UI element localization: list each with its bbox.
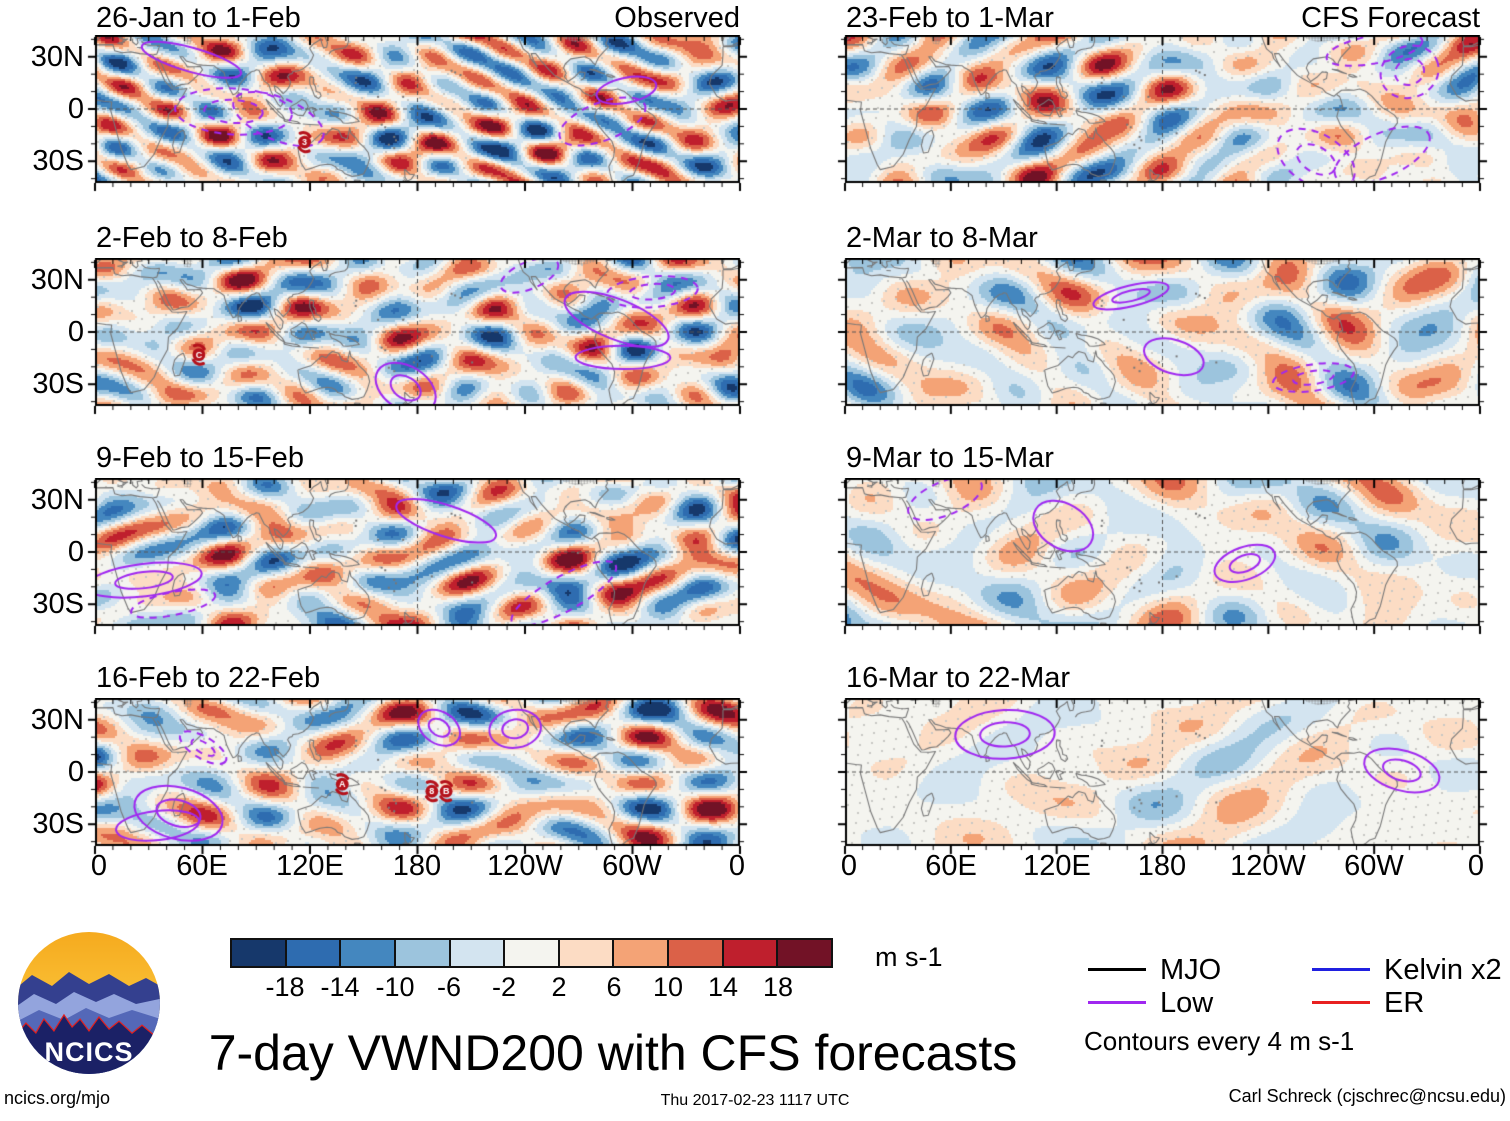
map-canvas-fcst-1 (835, 35, 1490, 197)
map-canvas-fcst-4 (835, 698, 1490, 860)
x-tick-label: 0 (728, 850, 746, 882)
colorbar-segment (557, 940, 613, 966)
legend-label-low: Low (1160, 987, 1214, 1019)
x-tick-label: 60E (176, 850, 228, 882)
colorbar-segment (339, 940, 394, 966)
colorbar-tick: -2 (491, 972, 517, 1002)
panel-title-fcst-3: 9-Mar to 15-Mar (846, 442, 1054, 474)
legend-line-mjo (1088, 968, 1146, 971)
y-tick-label: 30N (30, 704, 84, 736)
y-tick-label: 30N (30, 484, 84, 516)
x-tick-label: 0 (840, 850, 858, 882)
colorbar-segment (503, 940, 558, 966)
panel-title-obs-4: 16-Feb to 22-Feb (96, 662, 321, 694)
x-tick-label: 120E (276, 850, 344, 882)
colorbar-segment (393, 940, 449, 966)
panel-title-fcst-2: 2-Mar to 8-Mar (846, 222, 1038, 254)
map-canvas-obs-2 (85, 258, 750, 420)
legend-line-low (1088, 1001, 1146, 1004)
colorbar-tick: 10 (652, 972, 684, 1002)
y-tick-label: 30S (32, 145, 84, 177)
colorbar-tick: 14 (707, 972, 739, 1002)
colorbar-segment (232, 940, 285, 966)
y-tick-label: 30S (32, 808, 84, 840)
colorbar-units: m s-1 (875, 942, 943, 972)
panel-title-obs-1: 26-Jan to 1-Feb (96, 2, 301, 34)
colorbar-tick: 6 (606, 972, 622, 1002)
legend-label-kelvin: Kelvin x2 (1384, 954, 1502, 986)
logo-ridge-front (18, 1016, 160, 1074)
x-tick-label: 60W (602, 850, 662, 882)
map-canvas-obs-1 (85, 35, 750, 197)
legend-label-er: ER (1384, 987, 1425, 1019)
y-tick-label: 30N (30, 264, 84, 296)
x-tick-label: 60W (1344, 850, 1404, 882)
y-tick-label: 0 (67, 316, 84, 348)
legend-line-kelvin (1312, 968, 1370, 971)
figure-title: 7-day VWND200 with CFS forecasts (208, 1025, 1018, 1081)
colorbar-segment (721, 940, 777, 966)
contour-interval-note: Contours every 4 m s-1 (1084, 1026, 1355, 1056)
y-tick-label: 30N (30, 41, 84, 73)
x-tick-label: 180 (392, 850, 442, 882)
colorbar-segment (776, 940, 832, 966)
x-tick-label: 120W (487, 850, 563, 882)
colorbar-tick: -6 (436, 972, 462, 1002)
x-tick-label: 60E (925, 850, 977, 882)
colorbar-tick: -10 (375, 972, 415, 1002)
x-tick-label: 180 (1137, 850, 1187, 882)
map-canvas-obs-3 (85, 478, 750, 640)
colorbar-segment (448, 940, 504, 966)
y-tick-label: 0 (67, 93, 84, 125)
colorbar-tick: -18 (265, 972, 305, 1002)
x-tick-label: 120W (1230, 850, 1306, 882)
map-canvas-obs-4 (85, 698, 750, 860)
colorbar-segment (284, 940, 340, 966)
colorbar-tick: -14 (320, 972, 360, 1002)
y-tick-label: 0 (67, 756, 84, 788)
y-tick-label: 30S (32, 588, 84, 620)
legend-label-mjo: MJO (1160, 954, 1222, 986)
panel-title-obs-2: 2-Feb to 8-Feb (96, 222, 288, 254)
colorbar-segment (667, 940, 722, 966)
logo-text: NCICS (44, 1037, 133, 1067)
ncics-logo: NCICS (18, 932, 160, 1074)
panel-corner-observed: Observed (614, 2, 740, 34)
colorbar-tick: 2 (551, 972, 567, 1002)
panel-corner-forecast: CFS Forecast (1301, 2, 1480, 34)
map-canvas-fcst-2 (835, 258, 1490, 420)
x-tick-label: 0 (90, 850, 108, 882)
colorbar-tick: 18 (762, 972, 794, 1002)
panel-title-fcst-4: 16-Mar to 22-Mar (846, 662, 1071, 694)
panel-title-obs-3: 9-Feb to 15-Feb (96, 442, 304, 474)
legend-line-er (1312, 1001, 1370, 1004)
y-tick-label: 30S (32, 368, 84, 400)
x-tick-label: 120E (1023, 850, 1091, 882)
y-tick-label: 0 (67, 536, 84, 568)
map-canvas-fcst-3 (835, 478, 1490, 640)
x-tick-label: 0 (1467, 850, 1485, 882)
colorbar-segment (612, 940, 668, 966)
panel-title-fcst-1: 23-Feb to 1-Mar (846, 2, 1054, 34)
footer-site: ncics.org/mjo (4, 1088, 111, 1108)
footer-credit: Carl Schreck (cjschrec@ncsu.edu) (1228, 1086, 1506, 1106)
footer-timestamp: Thu 2017-02-23 1117 UTC (660, 1092, 850, 1109)
colorbar (230, 938, 833, 968)
